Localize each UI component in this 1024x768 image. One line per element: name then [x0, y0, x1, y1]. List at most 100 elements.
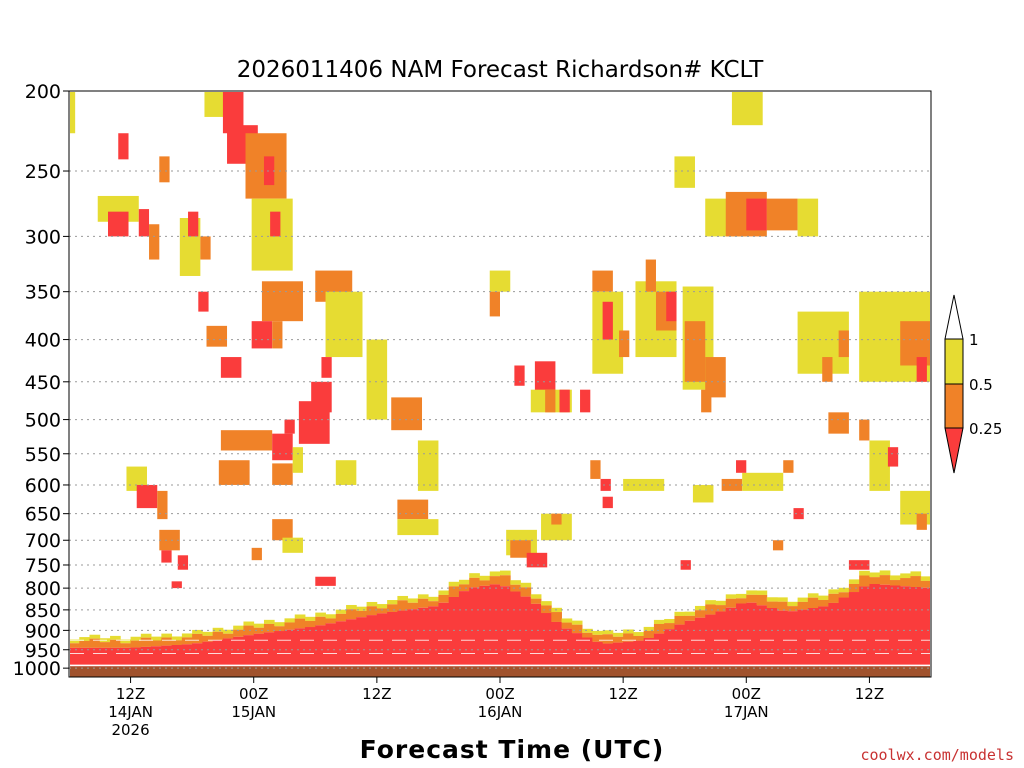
ri-cell — [391, 397, 423, 431]
bl-red — [387, 611, 398, 667]
plot-area — [68, 90, 932, 678]
bl-fringe-yellow — [79, 637, 90, 641]
bl-red — [797, 609, 809, 667]
bl-red — [756, 605, 768, 667]
bl-fringe-yellow — [202, 631, 214, 636]
bl-red — [674, 624, 686, 667]
ri-cell — [887, 447, 899, 467]
bl-red — [551, 621, 562, 667]
bl-red — [510, 591, 521, 667]
ri-cell — [292, 447, 303, 473]
bl-fringe-yellow — [746, 590, 757, 595]
bl-fringe-yellow — [910, 571, 922, 577]
bl-red — [612, 642, 624, 667]
ri-cell — [118, 133, 129, 160]
bl-fringe-orange — [551, 612, 562, 622]
bl-fringe-yellow — [674, 611, 686, 616]
bl-red — [438, 602, 450, 667]
bl-fringe-orange — [602, 634, 614, 644]
bl-fringe-yellow — [828, 589, 840, 594]
y-tick-label: 800 — [25, 578, 61, 600]
bl-red — [664, 629, 675, 667]
bl-fringe-yellow — [325, 614, 337, 619]
bl-fringe-orange — [397, 600, 409, 611]
bl-fringe-yellow — [70, 639, 80, 644]
bl-red — [458, 591, 470, 667]
ri-cell — [251, 547, 262, 561]
ri-cell — [489, 291, 500, 317]
bl-fringe-orange — [387, 604, 398, 612]
y-tick-label: 750 — [25, 555, 61, 577]
ri-cell — [766, 198, 798, 231]
x-tick-label: 12Z — [116, 685, 145, 703]
y-tick-label: 350 — [25, 282, 61, 304]
ri-cell — [797, 198, 819, 237]
bl-red — [561, 628, 573, 667]
bl-red — [325, 623, 337, 667]
bl-red — [243, 635, 255, 667]
bl-fringe-yellow — [294, 614, 306, 619]
bl-red — [346, 619, 357, 667]
bl-fringe-orange — [736, 598, 747, 604]
ri-cell — [159, 529, 180, 551]
bl-fringe-yellow — [653, 619, 665, 624]
bl-red — [79, 647, 90, 667]
bl-fringe-yellow — [879, 570, 891, 576]
bl-red — [787, 611, 798, 667]
bl-fringe-yellow — [397, 595, 409, 601]
ri-cell — [600, 478, 611, 491]
boundary-layer — [70, 570, 930, 677]
bl-red — [110, 647, 121, 667]
x-tick-label: 12Z — [362, 685, 391, 703]
bl-red — [274, 631, 285, 667]
bl-fringe-orange — [263, 623, 275, 633]
bl-red — [233, 636, 244, 667]
x-tick-label: 12Z — [855, 685, 884, 703]
bl-fringe-orange — [879, 575, 891, 585]
bl-fringe-yellow — [305, 616, 316, 621]
ri-cell — [705, 357, 726, 398]
bl-fringe-orange — [171, 640, 183, 646]
bl-fringe-orange — [838, 592, 850, 598]
bl-fringe-yellow — [448, 581, 460, 587]
legend-swatch-yellow — [944, 338, 964, 385]
bl-fringe-yellow — [140, 633, 152, 638]
ri-cell — [251, 321, 273, 349]
bl-fringe-orange — [140, 637, 152, 647]
bl-red — [746, 602, 757, 667]
ri-cell — [742, 472, 784, 491]
ri-cell — [559, 389, 570, 413]
bl-fringe-yellow — [458, 579, 470, 585]
bl-fringe-yellow — [335, 609, 347, 614]
bl-fringe-yellow — [623, 629, 634, 634]
bl-fringe-orange — [664, 623, 675, 630]
bl-fringe-yellow — [263, 619, 275, 624]
bl-fringe-orange — [335, 613, 347, 622]
bl-fringe-orange — [161, 637, 173, 646]
ri-cell — [272, 463, 293, 485]
bl-red — [140, 646, 152, 667]
bl-red — [222, 638, 234, 667]
bl-red — [777, 610, 788, 667]
bl-fringe-orange — [582, 632, 593, 638]
legend-label: 0.5 — [969, 376, 993, 394]
bl-fringe-orange — [869, 577, 881, 584]
ri-cell — [916, 513, 927, 530]
ri-cell — [149, 224, 160, 260]
bl-fringe-orange — [489, 576, 501, 585]
ri-cell — [772, 540, 784, 551]
richardson-cells — [70, 92, 930, 589]
bl-fringe-yellow — [900, 573, 911, 579]
legend-swatch-orange — [944, 383, 964, 429]
bl-fringe-orange — [623, 633, 634, 642]
bl-fringe-yellow — [110, 635, 121, 640]
ri-cell — [200, 236, 211, 260]
bl-fringe-orange — [818, 599, 829, 607]
legend-arrow-top — [944, 294, 964, 340]
bl-fringe-orange — [674, 615, 686, 625]
y-tick-label: 450 — [25, 372, 61, 394]
bl-fringe-orange — [510, 584, 521, 592]
bl-fringe-orange — [889, 580, 901, 586]
bl-red — [766, 608, 778, 667]
